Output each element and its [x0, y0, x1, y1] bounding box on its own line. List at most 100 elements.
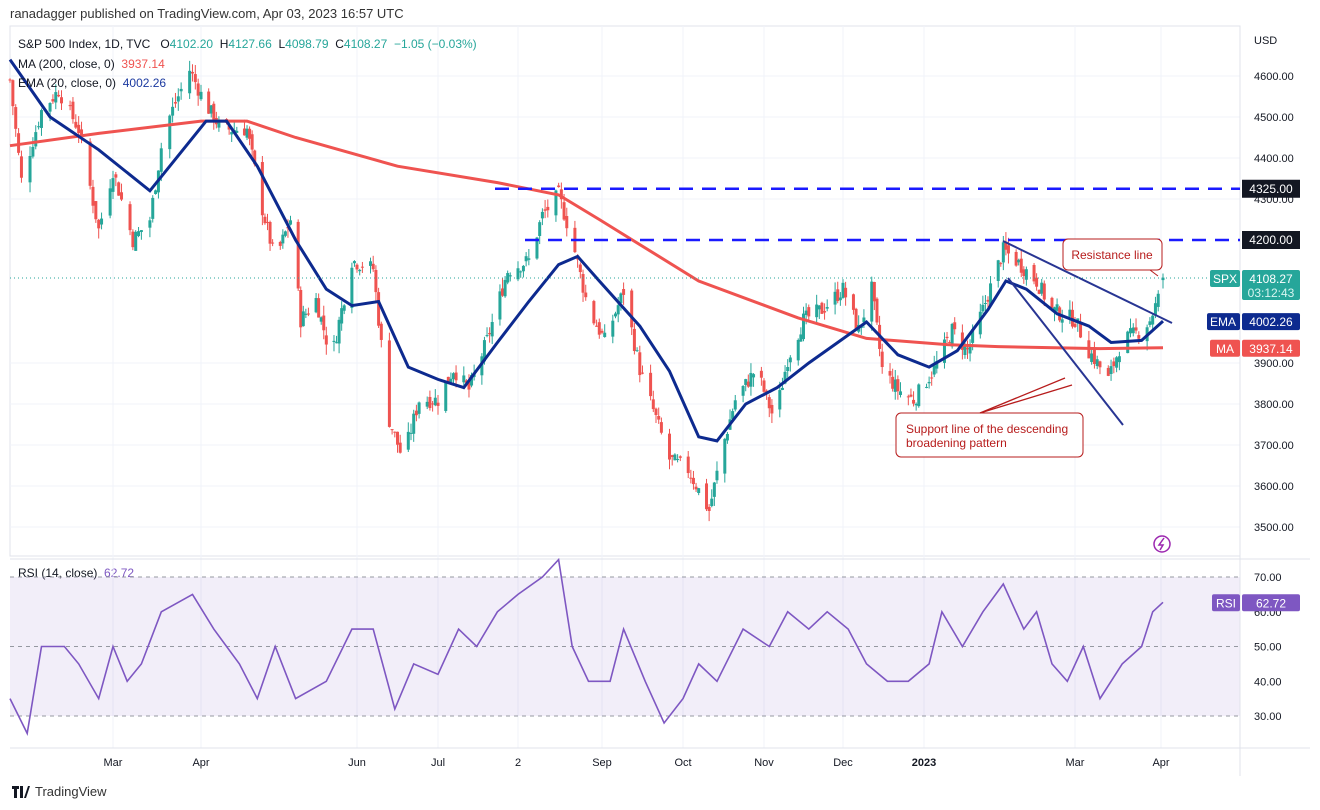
open-value: 4102.20 [169, 37, 214, 51]
candle [250, 134, 254, 150]
candle [506, 273, 510, 283]
candle [581, 274, 585, 293]
candle [691, 477, 695, 485]
candle [451, 373, 455, 380]
candle [519, 271, 523, 273]
symbol-name[interactable]: S&P 500 Index, 1D, TVC [18, 37, 151, 51]
candle [245, 128, 249, 138]
tradingview-logo-icon [12, 785, 30, 798]
candle [114, 174, 118, 178]
symbol-legend: S&P 500 Index, 1D, TVC O4102.20 H4127.66… [18, 35, 477, 55]
spx-tag-price: 4108.27 [1249, 272, 1293, 286]
candle [498, 291, 502, 320]
ma-legend[interactable]: MA (200, close, 0) 3937.14 [18, 55, 477, 75]
candle [668, 433, 671, 460]
undefined-bg [1210, 339, 1240, 357]
time-tick: Dec [833, 757, 853, 769]
level-tag-bg [1242, 179, 1300, 198]
candle [616, 305, 620, 315]
candle [1040, 282, 1044, 294]
countdown-tag: 03:12:43 [1248, 286, 1295, 300]
candle [57, 94, 61, 97]
candle [654, 408, 658, 415]
candle [697, 488, 701, 493]
candle [986, 299, 990, 302]
time-tick: Apr [192, 757, 209, 769]
candle [838, 297, 842, 301]
candle [1109, 366, 1113, 374]
resistance-trendline[interactable] [1002, 240, 1173, 324]
candle [723, 438, 727, 474]
candle [1068, 309, 1072, 317]
ma-tag-label: MA [1216, 342, 1234, 356]
candle [1037, 289, 1041, 294]
candle [1092, 349, 1096, 365]
rsi-tag-value: 62.72 [1256, 596, 1286, 610]
candle [207, 91, 211, 114]
candle [120, 192, 124, 200]
candle [1014, 251, 1018, 266]
candle [171, 106, 175, 116]
candle [436, 402, 440, 406]
candle [945, 336, 949, 339]
candle [501, 288, 505, 296]
candle [454, 372, 458, 381]
candle [374, 269, 378, 293]
candle [676, 458, 680, 460]
candle [503, 279, 507, 297]
ema20-line [8, 58, 1165, 443]
candle [317, 298, 321, 318]
price-tick: 3600.00 [1254, 481, 1294, 493]
time-tick: Jun [348, 757, 366, 769]
candle [1090, 353, 1094, 362]
tradingview-logo[interactable]: TradingView [12, 784, 107, 799]
candle [554, 190, 558, 216]
low-value: 4098.79 [285, 37, 329, 51]
candle [68, 105, 72, 107]
spx-tag-label: SPX [1213, 272, 1237, 286]
support-callout[interactable]: Support line of the descending broadening… [895, 377, 1084, 458]
candle [446, 376, 450, 383]
candle [332, 340, 336, 342]
candle [744, 379, 748, 385]
candle [253, 150, 257, 165]
candle [371, 263, 375, 270]
candle [1137, 335, 1141, 339]
candle [950, 323, 954, 347]
candle [1095, 359, 1099, 366]
candle [304, 313, 308, 315]
lightning-icon[interactable] [1153, 535, 1171, 553]
ema-legend[interactable]: EMA (20, close, 0) 4002.26 [18, 74, 477, 94]
candle [54, 92, 58, 103]
candle [355, 264, 359, 270]
candle [1161, 277, 1165, 281]
support-trendline[interactable] [1007, 277, 1124, 426]
candle [1134, 327, 1138, 331]
resistance-callout[interactable]: Resistance line [1062, 238, 1163, 277]
candle [804, 310, 808, 315]
candle [289, 220, 293, 225]
rsi-tick: 50.00 [1254, 642, 1282, 654]
candle [433, 397, 437, 406]
candle [981, 304, 985, 312]
candle [935, 361, 939, 369]
candle [314, 298, 318, 313]
candle [759, 370, 763, 378]
candle [870, 281, 874, 322]
candle [444, 381, 448, 411]
candle [117, 182, 121, 196]
level-4200-tag: 4200.00 [1249, 233, 1293, 247]
candle [788, 357, 792, 363]
candle [546, 206, 550, 211]
candle [896, 379, 900, 392]
candle [212, 103, 216, 123]
candle [34, 132, 38, 147]
candle [1073, 323, 1077, 327]
candle [193, 74, 197, 83]
candle [398, 442, 402, 453]
price-tick: 3800.00 [1254, 399, 1294, 411]
candle [209, 105, 213, 114]
resistance-label: Resistance line [1071, 248, 1153, 262]
candle [431, 403, 435, 405]
